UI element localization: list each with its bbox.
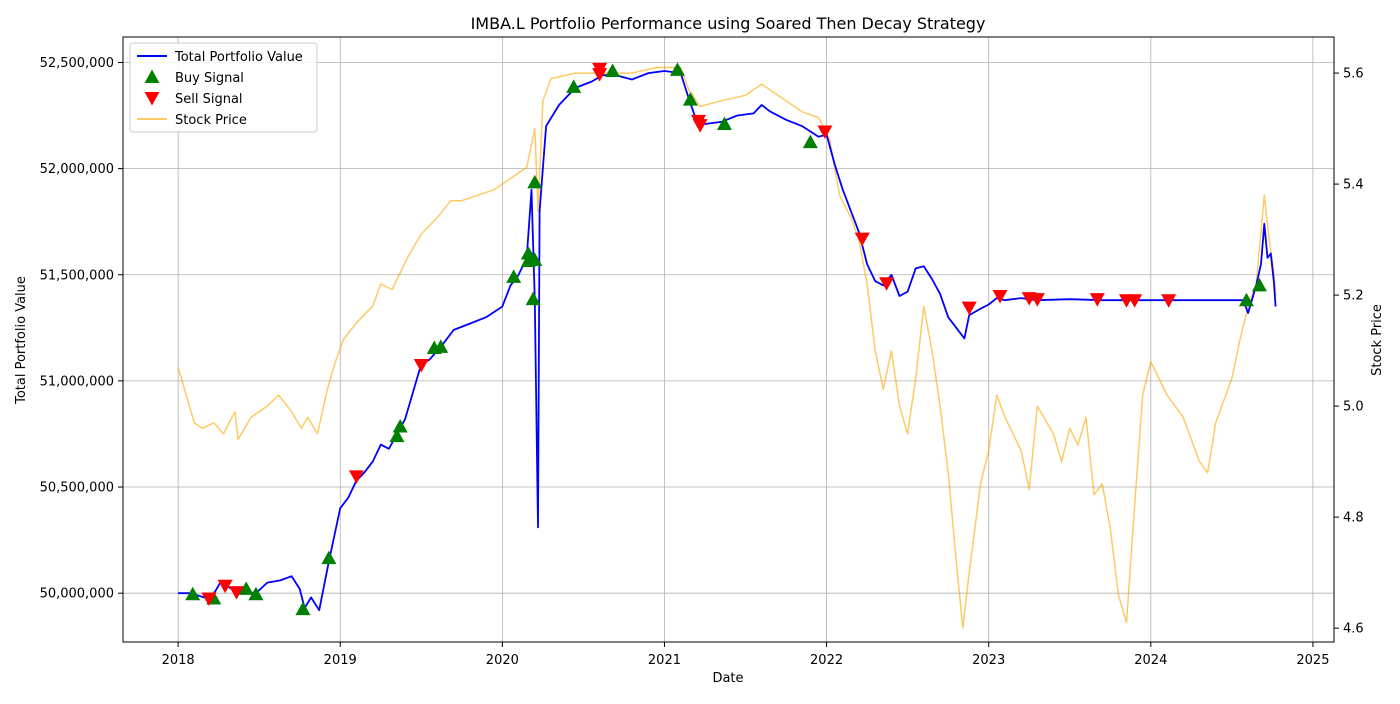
y-tick-label: 51,500,000 [40,268,114,283]
buy-signal-marker [506,269,522,283]
y2-tick-label: 5.6 [1343,67,1364,82]
portfolio-value-line [178,70,1277,612]
marker-layer [185,62,1267,616]
x-tick-label: 2021 [648,653,681,668]
x-axis-title: Date [712,671,743,686]
sell-signal-marker [879,277,895,291]
sell-signal-marker [228,586,244,600]
buy-signal-marker [248,586,264,601]
axes-layer: 2018 2019 2020 2021 2022 2023 2024 2025 50,000,0… [40,36,1364,668]
x-tick-label: 2025 [1296,653,1329,668]
chart-title: IMBA.L Portfolio Performance using Soare… [471,14,986,33]
buy-signal-marker [392,419,408,433]
buy-signal-marker [1238,292,1254,307]
buy-signal-marker [682,92,698,106]
sell-signal-marker [854,232,870,247]
buy-signal-marker [520,246,536,260]
y-tick-label: 52,000,000 [40,162,114,177]
x-tick-label: 2020 [486,653,519,668]
plot-frame [122,36,1335,643]
y-tick-label: 51,000,000 [40,374,114,389]
stock-price-line [177,66,1277,629]
buy-signal-marker [433,339,449,353]
x-tick-label: 2023 [972,653,1005,668]
sell-signal-marker [1127,294,1143,308]
buy-signal-marker [527,174,543,189]
y2-tick-label: 4.6 [1343,622,1364,637]
buy-signal-marker [527,252,543,266]
y2-tick-label: 5.0 [1343,400,1364,415]
legend-label-total-portfolio-value: Total Portfolio Value [174,50,303,65]
sell-signal-marker [692,119,708,133]
y2-tick-label: 4.8 [1343,511,1364,526]
x-tick-label: 2018 [162,653,195,668]
sell-signal-marker [348,470,364,484]
sell-signal-marker [413,358,429,373]
y-tick-label: 50,500,000 [40,481,114,496]
legend-label-stock-price: Stock Price [175,113,247,128]
legend: Total Portfolio Value Buy Signal Sell Sign… [129,42,318,133]
buy-signal-marker [716,116,732,131]
legend-box [129,42,318,133]
sell-signal-marker [1029,293,1045,307]
grid-layer [123,37,1334,642]
y2-tick-label: 5.4 [1343,178,1364,193]
sell-signal-marker [817,125,833,139]
x-tick-label: 2024 [1134,653,1167,668]
sell-signal-marker [1161,294,1177,308]
buy-signal-marker [566,79,582,93]
y2-tick-label: 5.2 [1343,289,1364,304]
buy-signal-marker [802,134,818,149]
buy-signal-marker [525,291,541,306]
legend-key-sell-signal [144,92,160,106]
legend-label-sell-signal: Sell Signal [175,92,243,107]
sell-signal-marker [217,579,233,594]
sell-signal-marker [201,592,217,606]
x-tick-label: 2019 [324,653,357,668]
buy-signal-marker [295,601,311,616]
buy-signal-marker [389,428,405,443]
legend-key-buy-signal [144,69,160,83]
buy-signal-marker [185,586,201,601]
sell-signal-marker [992,289,1008,304]
buy-signal-marker [1251,277,1267,292]
buy-signal-marker [321,550,337,565]
series-layer [177,66,1277,629]
buy-signal-marker [669,62,685,76]
y-tick-label: 52,500,000 [40,56,114,71]
buy-signal-marker [605,63,621,77]
x-tick-label: 2022 [810,653,843,668]
y-tick-label: 50,000,000 [40,587,114,602]
y2-axis-title: Stock Price [1370,304,1385,376]
sell-signal-marker [1089,293,1105,307]
sell-signal-marker [961,301,977,316]
y-axis-title: Total Portfolio Value [14,276,29,405]
sell-signal-marker [592,62,608,77]
legend-label-buy-signal: Buy Signal [175,71,244,86]
buy-signal-marker [238,581,254,595]
